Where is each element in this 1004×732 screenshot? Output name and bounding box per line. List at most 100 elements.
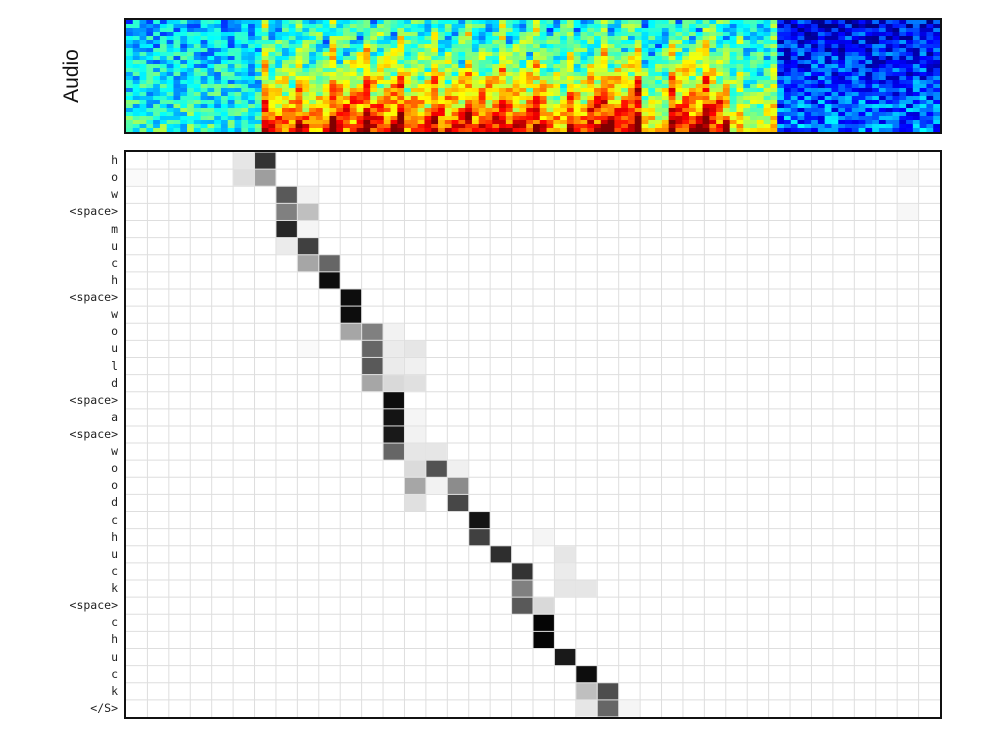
spectrogram-cell: [397, 112, 405, 117]
spectrogram-cell: [614, 116, 622, 121]
spectrogram-cell: [146, 32, 154, 37]
spectrogram-cell: [275, 60, 283, 65]
spectrogram-cell: [519, 76, 527, 81]
spectrogram-cell: [390, 48, 398, 53]
spectrogram-cell: [254, 76, 263, 81]
spectrogram-cell: [173, 64, 181, 69]
spectrogram-cell: [248, 56, 256, 61]
spectrogram-cell: [858, 68, 866, 73]
spectrogram-cell: [865, 68, 873, 73]
spectrogram-cell: [594, 92, 602, 97]
spectrogram-cell: [621, 128, 629, 132]
attention-panel: [124, 150, 942, 719]
spectrogram-cell: [526, 116, 534, 121]
spectrogram-cell: [268, 20, 276, 25]
spectrogram-cell: [594, 20, 602, 25]
spectrogram-cell: [661, 88, 670, 93]
spectrogram-cell: [722, 120, 731, 125]
spectrogram-cell: [838, 36, 846, 41]
spectrogram-cell: [614, 60, 622, 65]
spectrogram-cell: [438, 120, 446, 125]
spectrogram-cell: [397, 24, 405, 29]
spectrogram-cell: [824, 76, 833, 81]
spectrogram-cell: [811, 84, 819, 89]
spectrogram-cell: [566, 32, 575, 37]
spectrogram-cell: [790, 24, 799, 29]
spectrogram-cell: [302, 56, 310, 61]
spectrogram-cell: [234, 40, 242, 45]
spectrogram-cell: [383, 20, 392, 25]
spectrogram-cell: [621, 48, 629, 53]
attention-cell: [404, 426, 426, 443]
spectrogram-cell: [431, 96, 439, 101]
spectrogram-cell: [533, 108, 541, 113]
spectrogram-cell: [322, 32, 331, 37]
spectrogram-cell: [539, 44, 548, 49]
spectrogram-cell: [817, 124, 826, 129]
spectrogram-cell: [499, 124, 507, 129]
spectrogram-cell: [478, 80, 487, 85]
spectrogram-cell: [668, 52, 677, 57]
spectrogram-cell: [200, 92, 208, 97]
spectrogram-cell: [200, 72, 208, 77]
spectrogram-cell: [417, 72, 426, 77]
spectrogram-cell: [268, 56, 276, 61]
attention-cell: [512, 597, 533, 614]
spectrogram-cell: [709, 72, 717, 77]
spectrogram-cell: [851, 120, 860, 125]
spectrogram-cell: [627, 84, 636, 89]
spectrogram-cell: [804, 84, 812, 89]
spectrogram-cell: [431, 128, 439, 132]
spectrogram-cell: [180, 124, 188, 129]
spectrogram-cell: [458, 108, 466, 113]
spectrogram-cell: [845, 44, 853, 49]
spectrogram-cell: [587, 124, 595, 129]
spectrogram-cell: [845, 112, 853, 117]
spectrogram-cell: [546, 116, 554, 121]
spectrogram-cell: [417, 88, 426, 93]
spectrogram-cell: [329, 60, 337, 65]
spectrogram-cell: [573, 120, 582, 125]
spectrogram-cell: [790, 116, 799, 121]
spectrogram-cell: [458, 24, 466, 29]
spectrogram-cell: [892, 100, 900, 105]
spectrogram-cell: [139, 76, 147, 81]
spectrogram-cell: [207, 124, 215, 129]
spectrogram-cell: [329, 96, 337, 101]
spectrogram-cell: [546, 60, 554, 65]
spectrogram-cell: [885, 80, 894, 85]
spectrogram-cell: [431, 88, 439, 93]
spectrogram-cell: [933, 36, 940, 41]
spectrogram-cell: [817, 108, 826, 113]
spectrogram-cell: [804, 128, 812, 132]
spectrogram-cell: [722, 80, 731, 85]
spectrogram-cell: [519, 80, 527, 85]
spectrogram-cell: [444, 112, 453, 117]
spectrogram-cell: [383, 124, 392, 129]
spectrogram-cell: [322, 112, 331, 117]
spectrogram-cell: [560, 68, 568, 73]
spectrogram-cell: [499, 92, 507, 97]
spectrogram-cell: [193, 44, 202, 49]
spectrogram-cell: [750, 96, 758, 101]
spectrogram-cell: [682, 68, 690, 73]
spectrogram-cell: [200, 36, 208, 41]
spectrogram-cell: [668, 44, 677, 49]
spectrogram-cell: [471, 88, 480, 93]
spectrogram-cell: [214, 64, 222, 69]
spectrogram-cell: [838, 104, 846, 109]
spectrogram-cell: [288, 44, 297, 49]
spectrogram-cell: [383, 52, 392, 57]
spectrogram-cell: [634, 76, 643, 81]
spectrogram-cell: [492, 28, 500, 33]
spectrogram-cell: [315, 88, 324, 93]
spectrogram-cell: [797, 84, 805, 89]
spectrogram-cell: [675, 36, 683, 41]
spectrogram-cell: [655, 24, 663, 29]
spectrogram-cell: [756, 60, 765, 65]
spectrogram-cell: [872, 104, 880, 109]
spectrogram-cell: [709, 112, 717, 117]
spectrogram-cell: [444, 48, 453, 53]
attention-cell: [340, 323, 362, 340]
spectrogram-cell: [254, 40, 263, 45]
